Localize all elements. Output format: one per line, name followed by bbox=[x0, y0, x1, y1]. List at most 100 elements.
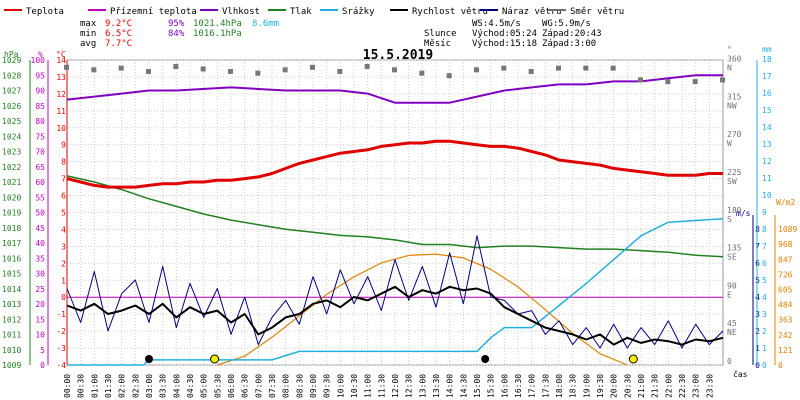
dir-tick-name: SW bbox=[727, 177, 737, 186]
x-tick-label: 17:30 bbox=[541, 374, 550, 398]
temp-tick-label: -1 bbox=[56, 310, 66, 319]
stat-moonset: Západ:3:00 bbox=[542, 39, 596, 49]
ms-tick-label: 4 bbox=[755, 293, 760, 302]
wind-dir-point bbox=[200, 66, 206, 72]
x-tick-label: 08:30 bbox=[295, 374, 304, 398]
ms-tick-label: 2 bbox=[755, 327, 760, 336]
pct-unit: % bbox=[38, 50, 43, 59]
wind-dir-point bbox=[720, 77, 725, 83]
stat-moonrise: Východ:15:18 bbox=[472, 39, 537, 49]
x-tick-label: 13:30 bbox=[432, 374, 441, 398]
dir-tick-label: 45 bbox=[727, 319, 737, 328]
wm2-tick-label: 1089 bbox=[778, 225, 797, 234]
legend-item: Vlhkost bbox=[200, 7, 260, 17]
wind-dir-point bbox=[692, 79, 698, 85]
mm-unit: mm bbox=[762, 45, 772, 54]
wind-dir-point bbox=[474, 67, 479, 73]
wind-dir-point bbox=[173, 63, 179, 69]
hpa-tick-label: 1013 bbox=[2, 300, 21, 309]
temp-tick-label: 5 bbox=[61, 209, 66, 218]
wm2-tick-label: 242 bbox=[778, 331, 793, 340]
pct-tick-label: 0 bbox=[40, 361, 45, 370]
temp-tick-label: 13 bbox=[56, 73, 66, 82]
legend-label: Srážky bbox=[342, 7, 375, 17]
wm2-tick-label: 968 bbox=[778, 240, 793, 249]
x-tick-label: 13:00 bbox=[418, 374, 427, 398]
pct-tick-label: 95 bbox=[35, 71, 45, 80]
x-tick-label: 00:00 bbox=[63, 374, 72, 398]
mm-tick-label: 13 bbox=[762, 140, 772, 149]
wind-dir-point bbox=[610, 65, 616, 71]
hpa-tick-label: 1027 bbox=[2, 87, 21, 96]
pct-tick-label: 70 bbox=[35, 148, 45, 157]
x-tick-label: 16:00 bbox=[500, 374, 509, 398]
axes: 00:00 00:30 01:00 01:30 02:00 02:30 03:00 03:30… bbox=[2, 45, 797, 398]
stat-label: max bbox=[80, 19, 97, 29]
mm-tick-label: 11 bbox=[762, 174, 772, 183]
dir-tick-name: S bbox=[727, 215, 732, 224]
pct-tick-label: 85 bbox=[35, 102, 45, 111]
hpa-tick-label: 1026 bbox=[2, 102, 21, 111]
wind-dir-point bbox=[91, 67, 97, 73]
stat-wg: WG:5.9m/s bbox=[542, 19, 591, 29]
x-tick-label: 18:00 bbox=[555, 374, 564, 398]
x-tick-label: 14:00 bbox=[446, 374, 455, 398]
x-tick-label: 23:30 bbox=[705, 374, 714, 398]
dir-tick-label: 0 bbox=[727, 357, 732, 366]
hpa-tick-label: 1015 bbox=[2, 270, 21, 279]
x-tick-label: 16:30 bbox=[514, 374, 523, 398]
temp-tick-label: 11 bbox=[56, 107, 66, 116]
hpa-tick-label: 1010 bbox=[2, 346, 21, 355]
wm2-tick-label: 363 bbox=[778, 316, 793, 325]
x-tick-label: 01:30 bbox=[104, 374, 113, 398]
legend-item: Teplota bbox=[4, 7, 64, 17]
wm2-tick-label: 726 bbox=[778, 270, 793, 279]
x-tick-label: 09:30 bbox=[323, 374, 332, 398]
pct-tick-label: 35 bbox=[35, 254, 45, 263]
mm-tick-label: 9 bbox=[762, 208, 767, 217]
dir-tick-label: 135 bbox=[727, 244, 742, 253]
stat-temp: 9.2°C bbox=[105, 19, 132, 29]
hpa-tick-label: 1011 bbox=[2, 331, 21, 340]
humidity-line bbox=[66, 74, 723, 104]
x-tick-label: 01:00 bbox=[90, 374, 99, 398]
wind-dir-point bbox=[364, 63, 370, 69]
dir-tick-name: N bbox=[727, 64, 732, 73]
wind-dir-point bbox=[282, 67, 288, 73]
wind-dir-point bbox=[446, 73, 452, 79]
mm-tick-label: 5 bbox=[762, 276, 767, 285]
x-tick-label: 18:30 bbox=[569, 374, 578, 398]
temp-tick-label: 1 bbox=[61, 276, 66, 285]
wind-dir-point bbox=[64, 64, 69, 70]
x-tick-label: 21:00 bbox=[637, 374, 646, 398]
x-tick-label: 12:00 bbox=[391, 374, 400, 398]
legend-label: Teplota bbox=[26, 7, 64, 17]
wind-dir-point bbox=[337, 69, 343, 74]
dir-tick-name: NE bbox=[727, 328, 737, 337]
x-tick-label: 10:00 bbox=[336, 374, 345, 398]
wm2-unit: W/m2 bbox=[776, 198, 795, 207]
ms-tick-label: 6 bbox=[755, 259, 760, 268]
hpa-tick-label: 1017 bbox=[2, 239, 21, 248]
pct-tick-label: 10 bbox=[35, 331, 45, 340]
chart-title: 15.5.2019 bbox=[363, 48, 433, 63]
temp-tick-label: 6 bbox=[61, 192, 66, 201]
hpa-tick-label: 1029 bbox=[2, 56, 21, 65]
pressure-line bbox=[66, 175, 724, 258]
x-tick-label: 12:30 bbox=[405, 374, 414, 398]
mm-tick-label: 4 bbox=[762, 293, 767, 302]
mm-tick-label: 10 bbox=[762, 191, 772, 200]
ms-unit: m/s bbox=[736, 209, 751, 218]
sun-marker bbox=[210, 354, 220, 364]
ms-tick-label: 1 bbox=[755, 344, 760, 353]
hpa-tick-label: 1012 bbox=[2, 315, 21, 324]
wind-speed-line bbox=[66, 285, 724, 346]
plot-area bbox=[64, 63, 725, 366]
stat-hum: 95% bbox=[168, 19, 185, 29]
wind-dir-point bbox=[118, 65, 124, 71]
dir-tick-name: SE bbox=[727, 253, 737, 262]
hpa-tick-label: 1025 bbox=[2, 117, 21, 126]
hpa-tick-label: 1023 bbox=[2, 148, 21, 157]
stat-temp: 7.7°C bbox=[105, 39, 132, 49]
mm-tick-label: 0 bbox=[762, 361, 767, 370]
